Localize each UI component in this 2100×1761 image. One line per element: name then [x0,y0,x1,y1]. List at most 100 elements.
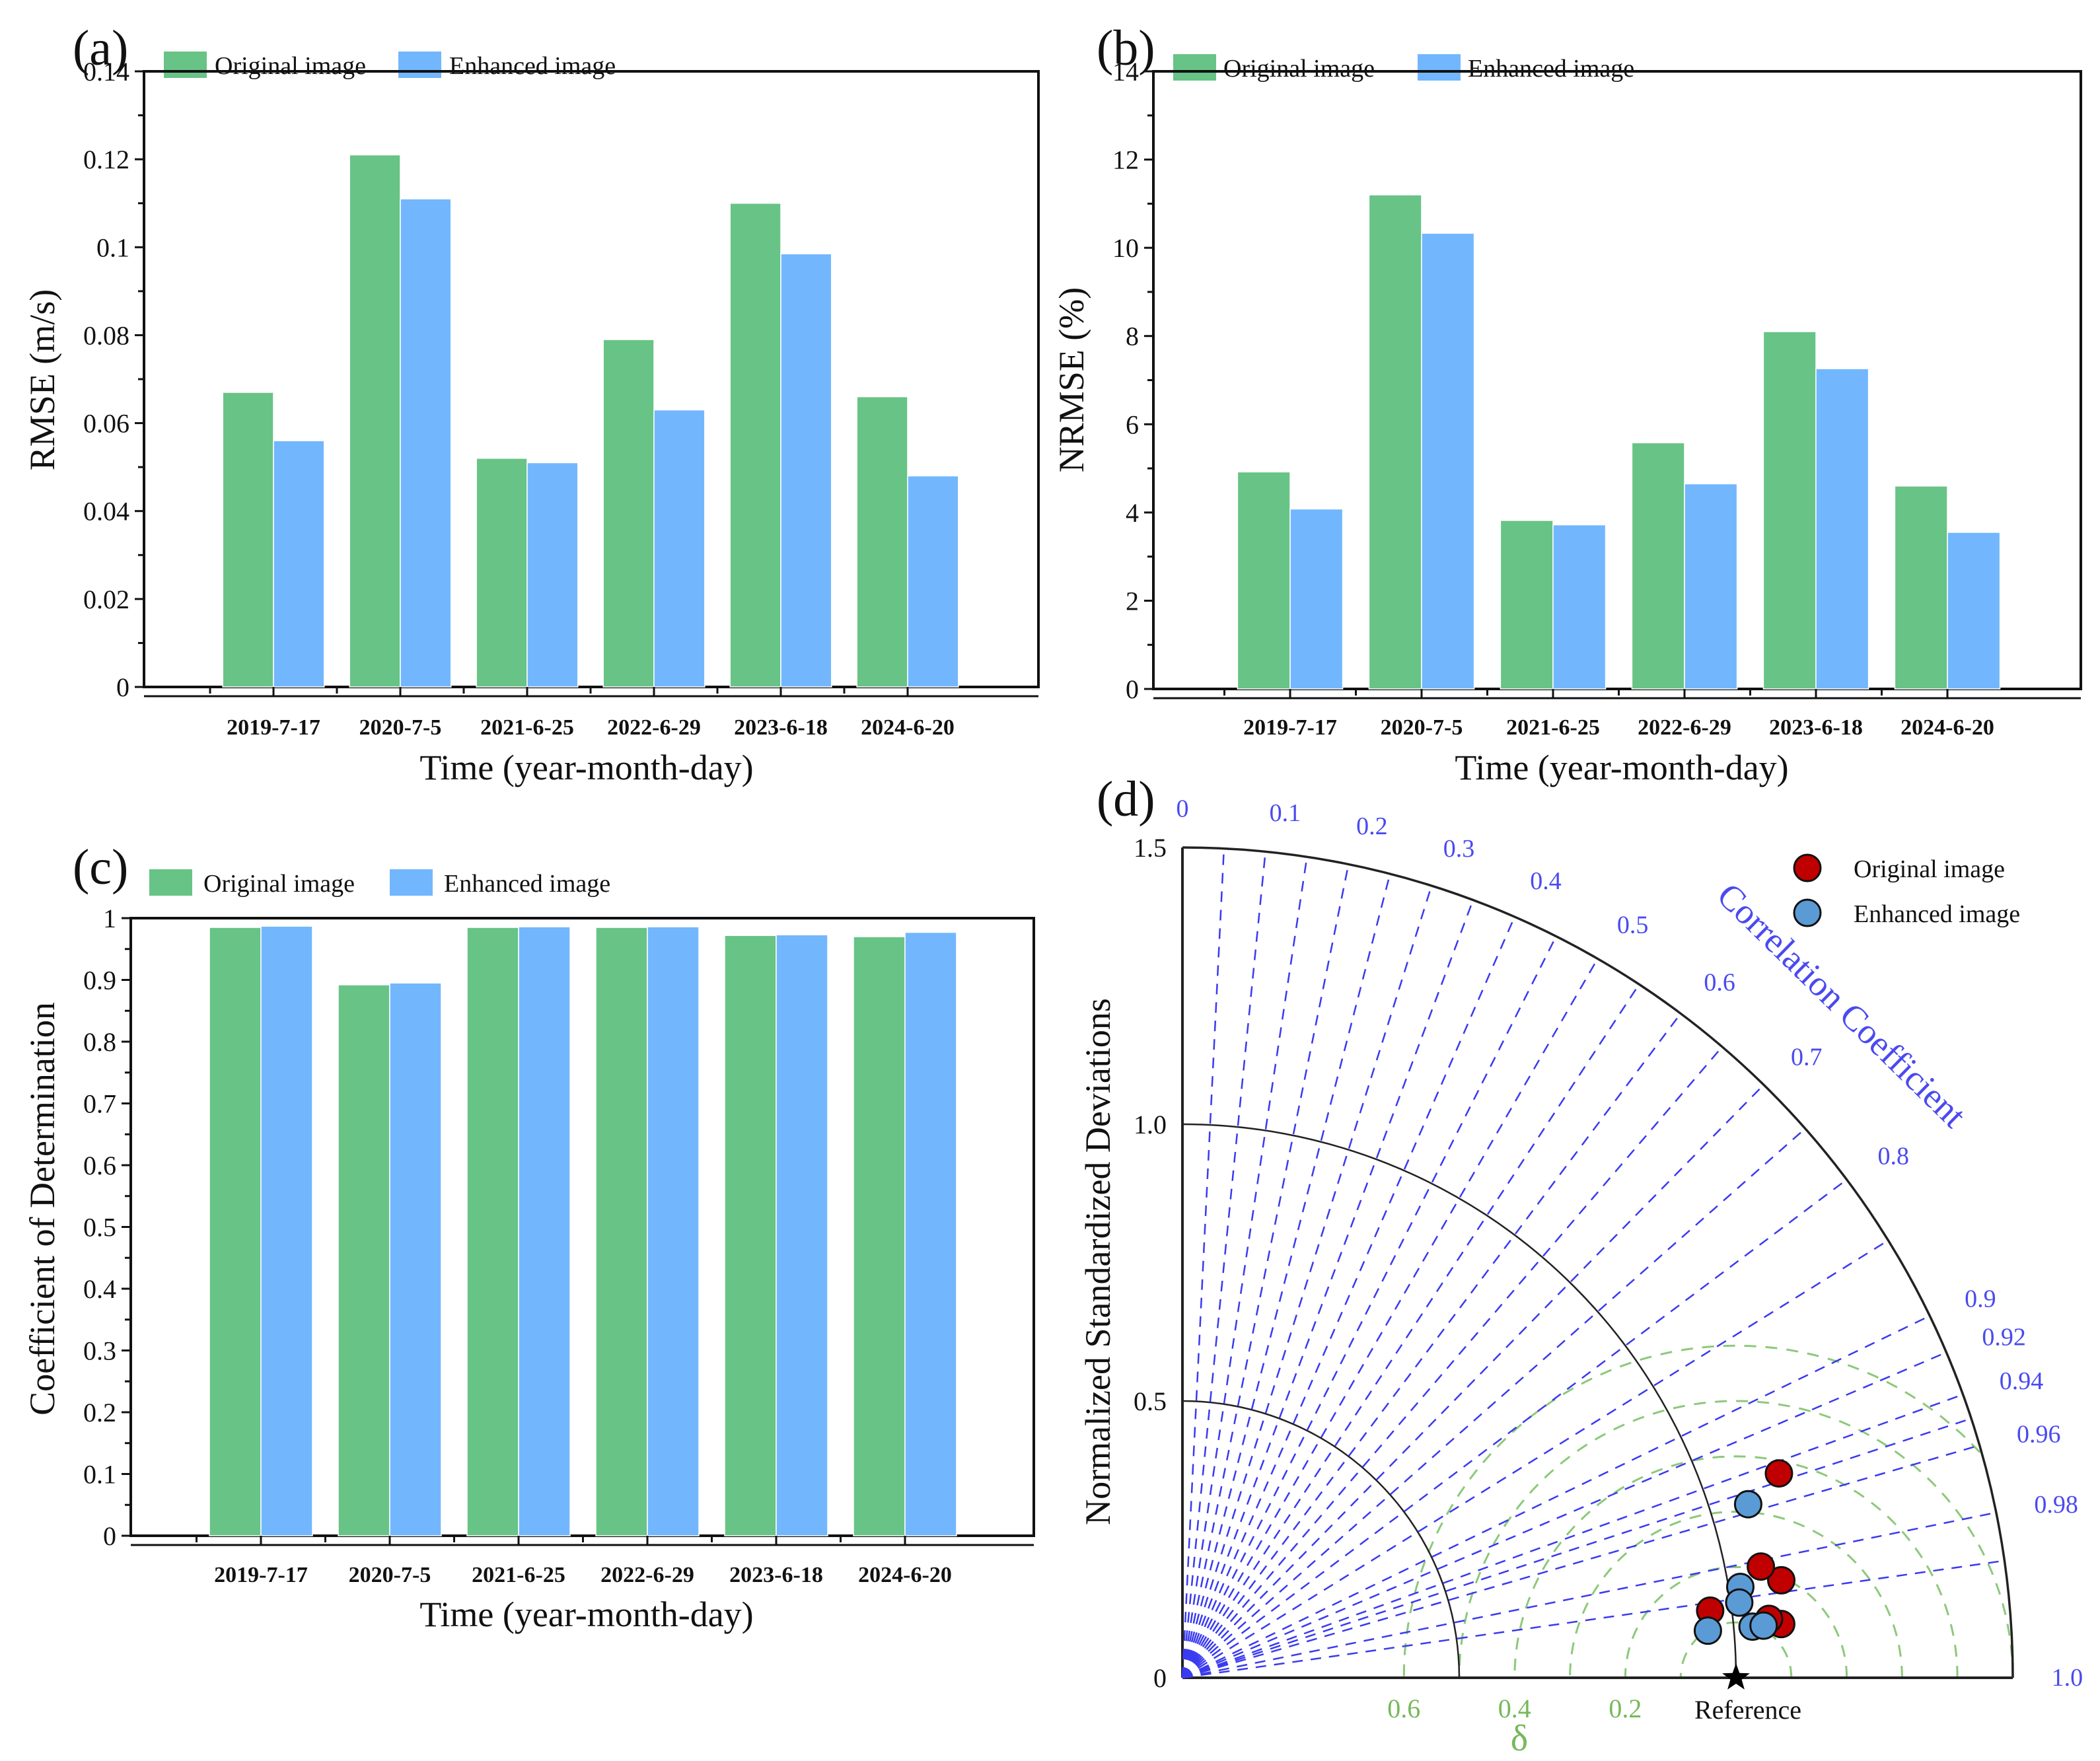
bar-b-original-2021-6-25 [1500,520,1554,690]
taylor-point-original-2 [1767,1565,1796,1595]
correlation-tick-label: 0.92 [1982,1323,2026,1351]
legend-c-enhanced-label: Enhanced image [444,870,610,898]
x-tick-label-b: 2019-7-17 [1243,715,1337,740]
y-tick-label-c: 0.8 [83,1027,116,1057]
correlation-tick-label: 0.3 [1443,835,1475,863]
x-tick-label-b: 2024-6-20 [1901,715,1994,740]
bar-a-original-2019-7-17 [222,392,274,688]
y-tick-label-a: 0.12 [83,145,129,174]
bar-a-original-2022-6-29 [602,339,655,688]
correlation-tick-label: 0.7 [1791,1043,1823,1071]
bar-c-enhanced-2021-6-25 [518,926,571,1536]
correlation-line [1182,1444,1980,1679]
x-tick-label-c: 2020-7-5 [349,1563,431,1587]
bar-a-original-2020-7-5 [349,154,401,688]
legend-c-original-swatch [149,869,192,896]
correlation-line [1181,900,1474,1678]
correlation-line [1182,1511,1997,1679]
bar-a-original-2024-6-20 [856,396,908,688]
y-axis-title-b: NRMSE (%) [1052,287,1091,473]
taylor-point-enhanced-6 [1749,1611,1778,1640]
delta-arc [1624,1565,1848,1678]
x-tick-label-c: 2022-6-29 [600,1563,694,1587]
taylor-point-original-3 [1747,1552,1776,1581]
bar-b-enhanced-2023-6-18 [1815,368,1869,690]
std-tick-label: 1.0 [1134,1110,1167,1139]
correlation-line [1182,1560,2005,1679]
y-tick-label-c: 0.9 [83,966,116,995]
delta-tick-label: 0.6 [1387,1694,1420,1723]
legend-d-original-label: Original image [1854,855,2005,883]
reference-star-icon [1722,1663,1750,1690]
y-axis-title-c: Coefficient of Determination [22,1002,62,1416]
x-tick-label-b: 2023-6-18 [1769,715,1863,740]
delta-arc [1679,1621,1793,1678]
correlation-line [1182,1314,1930,1679]
delta-arc [1402,1344,1981,1678]
y-axis-title-a: RMSE (m/s) [22,289,62,471]
correlation-tick-label: 0.8 [1878,1143,1910,1170]
correlation-tick-label: 0.98 [2034,1491,2078,1519]
correlation-line [1181,935,1557,1678]
panel-b-nrmse-chart: (b) Original image Enhanced image NRMSE … [1052,20,2082,787]
legend-b: Original image Enhanced image [1173,54,1634,83]
y-tick-label-c: 0.4 [83,1274,116,1304]
delta-arc [1569,1511,1903,1678]
y-tick-label-a: 0.06 [83,409,129,439]
panel-b-label: (b) [1097,20,1155,76]
x-tick-label-a: 2019-7-17 [227,715,320,740]
y-tick-label-b: 12 [1112,145,1139,175]
y-tick-label-c: 0.1 [83,1460,116,1490]
y-tick-label-b: 4 [1126,498,1139,528]
y-tick-label-b: 0 [1126,674,1139,704]
bar-a-enhanced-2022-6-29 [653,409,706,688]
panel-a-rmse-chart: (a) Original image Enhanced image RMSE (… [22,20,1040,787]
bar-b-enhanced-2019-7-17 [1289,508,1344,690]
bar-b-enhanced-2021-6-25 [1552,524,1607,690]
correlation-tick-label: 0.2 [1356,812,1388,840]
legend-c-enhanced-swatch [390,869,433,896]
y-tick-label-c: 0 [103,1521,116,1551]
legend-b-enhanced-label: Enhanced image [1468,55,1634,83]
bar-c-original-2020-7-5 [338,984,390,1536]
y-tick-label-a: 0.1 [96,233,129,262]
x-tick-label-a: 2021-6-25 [480,715,574,740]
bar-b-enhanced-2020-7-5 [1421,233,1475,690]
std-arc [1182,1123,1737,1678]
correlation-line [1181,916,1515,1678]
delta-arc [1513,1455,1959,1678]
bar-b-original-2023-6-18 [1762,331,1817,690]
correlation-tick-label: 0.1 [1270,799,1301,827]
delta-axis-title: δ [1511,1718,1528,1759]
correlation-tick-label: 1.0 [2052,1664,2083,1692]
delta-tick-label: 0.4 [1498,1694,1531,1723]
bar-b-original-2020-7-5 [1368,194,1422,690]
panel-d-taylor-diagram: (d) Normalized Standardized Deviations 0… [1078,772,2083,1759]
std-tick-label: 0 [1153,1663,1167,1693]
correlation-line [1182,1084,1764,1678]
legend-a: Original image Enhanced image [164,52,616,80]
x-tick-label-c: 2023-6-18 [729,1563,823,1587]
correlation-line [1181,984,1640,1678]
y-tick-label-b: 8 [1126,322,1139,351]
legend-c: Original image Enhanced image [149,869,610,898]
x-tick-label-b: 2020-7-5 [1381,715,1463,740]
x-axis-title-b: Time (year-month-day) [1455,748,1788,787]
correlation-line [1181,885,1433,1678]
bar-c-enhanced-2022-6-29 [647,926,700,1536]
legend-d-enhanced-label: Enhanced image [1854,900,2020,928]
bar-a-enhanced-2021-6-25 [526,462,579,688]
legend-a-original-swatch [164,52,207,78]
correlation-line [1181,864,1350,1678]
legend-b-enhanced-swatch [1418,54,1461,81]
correlation-line [1181,958,1599,1678]
std-tick-label: 1.5 [1134,833,1167,863]
correlation-tick-label: 0.4 [1530,867,1562,895]
bar-c-original-2019-7-17 [209,927,262,1536]
correlation-line [1181,1013,1682,1678]
y-tick-label-c: 0.5 [83,1213,116,1242]
panel-c-r2-chart: (c) Original image Enhanced image Coeffi… [22,840,1035,1634]
bar-c-original-2021-6-25 [466,927,519,1536]
x-tick-label-b: 2021-6-25 [1506,715,1600,740]
legend-a-enhanced-label: Enhanced image [449,52,616,80]
